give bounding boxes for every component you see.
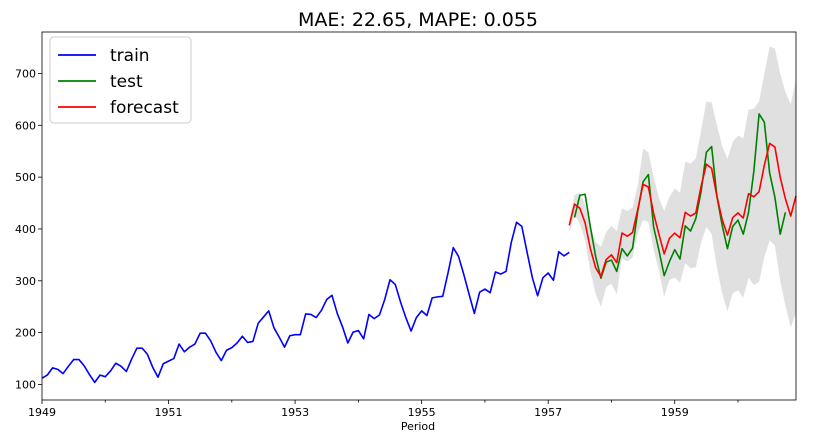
x-tick-label: 1957 [534, 406, 562, 419]
legend: train test forecast [49, 36, 192, 124]
series-line-forecast [568, 142, 797, 278]
series-line-test [573, 113, 787, 280]
x-tick-label: 1949 [28, 406, 56, 419]
x-tick-label: 1959 [661, 406, 689, 419]
x-axis-label: Period [401, 420, 435, 433]
y-tick-label: 500 [15, 171, 36, 184]
x-tick-label: 1951 [155, 406, 183, 419]
y-tick-label: 400 [15, 223, 36, 236]
series-line-train [41, 221, 570, 384]
legend-label-forecast: forecast [110, 98, 179, 118]
legend-box [49, 36, 192, 124]
y-tick-label: 700 [15, 67, 36, 80]
y-axis: 100 200 300 400 500 600 700 [15, 67, 42, 391]
y-tick-label: 600 [15, 119, 36, 132]
chart-title: MAE: 22.65, MAPE: 0.055 [298, 9, 538, 31]
plot-area-frame [41, 31, 797, 401]
series-layer [41, 113, 797, 384]
y-tick-label: 200 [15, 327, 36, 340]
y-tick-label: 100 [15, 378, 36, 391]
confidence-band [569, 46, 796, 328]
y-tick-label: 300 [15, 275, 36, 288]
x-axis: 1949 1951 1953 1955 1957 1959 [28, 400, 739, 419]
legend-label-test: test [110, 72, 143, 92]
x-tick-label: 1953 [281, 406, 309, 419]
legend-label-train: train [110, 46, 150, 66]
confidence-band-layer [569, 46, 796, 328]
x-tick-label: 1955 [408, 406, 436, 419]
